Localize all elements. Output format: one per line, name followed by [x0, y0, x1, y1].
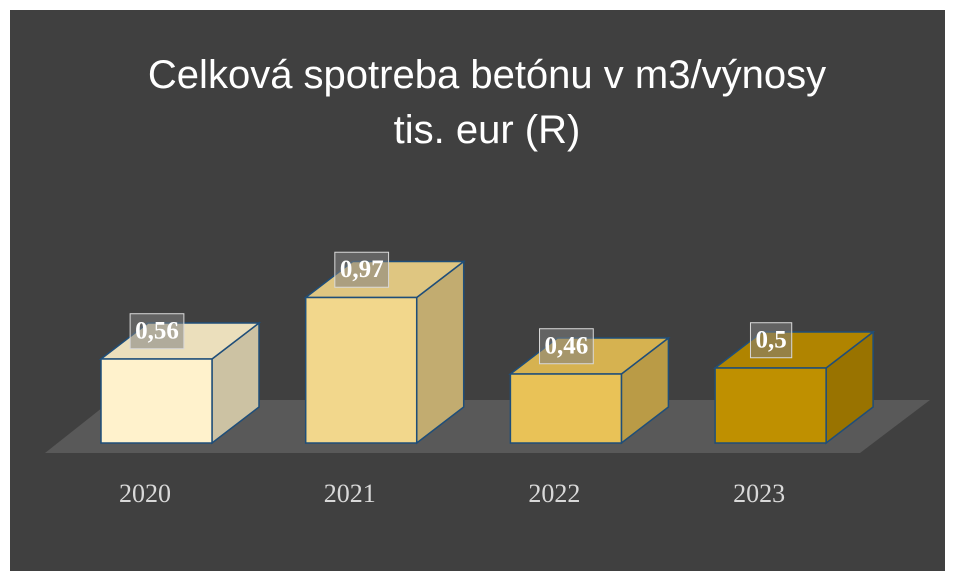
bar — [304, 296, 418, 444]
background — [10, 10, 945, 571]
value-label-box — [749, 322, 793, 359]
value-label: 0,5 — [755, 327, 786, 354]
x-tick-label: 2023 — [733, 479, 785, 508]
chart-title: Celková spotreba betónu v m3/výnosy — [148, 53, 826, 97]
bar — [714, 367, 827, 444]
bar — [100, 358, 213, 444]
value-label: 0,46 — [545, 333, 589, 360]
bar — [509, 373, 623, 444]
chart-title: tis. eur (R) — [394, 108, 581, 152]
floor — [45, 400, 930, 453]
x-tick-label: 2022 — [528, 479, 580, 508]
x-tick-label: 2021 — [324, 479, 376, 508]
value-label-box — [334, 251, 390, 288]
value-label-box — [129, 313, 185, 350]
value-label: 0,97 — [340, 256, 384, 283]
value-label: 0,56 — [135, 318, 179, 345]
x-tick-label: 2020 — [119, 479, 171, 508]
value-label-box — [539, 328, 594, 365]
